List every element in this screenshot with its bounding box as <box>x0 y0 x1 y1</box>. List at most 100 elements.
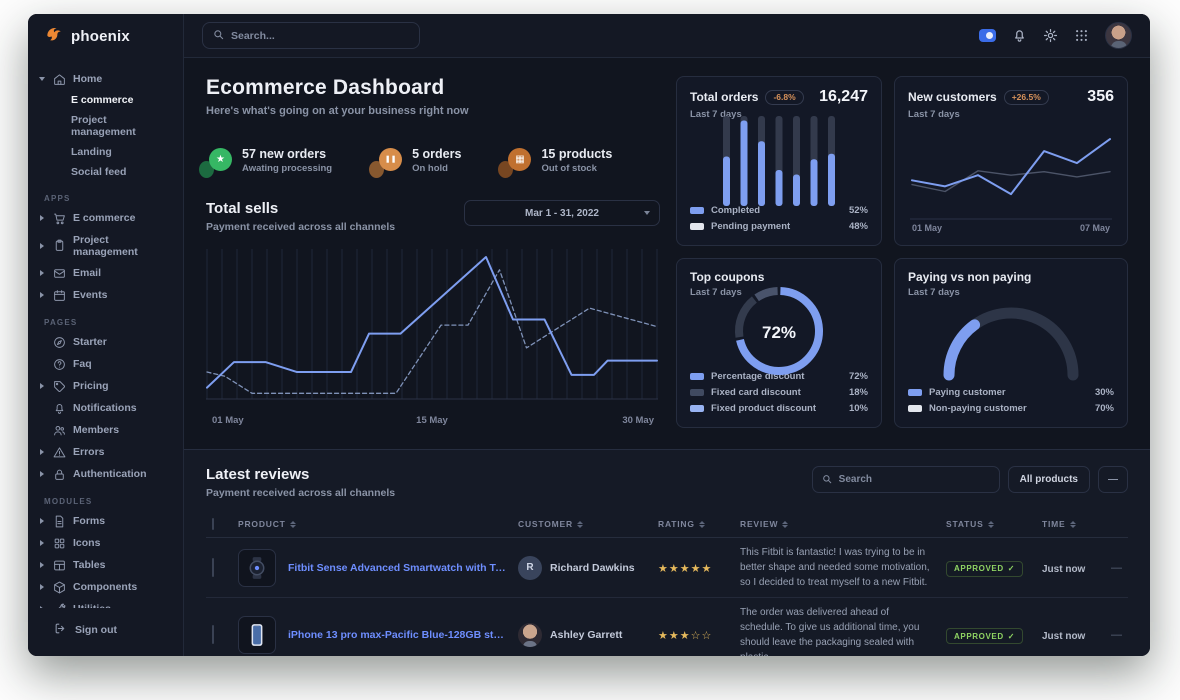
stat-sublabel: Awating processing <box>242 163 333 174</box>
rating-stars: ★★★☆☆ <box>658 630 713 642</box>
dashboard-left-column: Ecommerce Dashboard Here's what's going … <box>199 76 660 431</box>
svg-text:30 May: 30 May <box>622 415 654 426</box>
reviews-search[interactable] <box>811 466 1000 493</box>
orders-legend-item: Completed 52% <box>690 202 868 218</box>
sidebar-item-icons[interactable]: Icons <box>28 532 183 554</box>
product-thumbnail[interactable] <box>238 548 276 587</box>
row-actions-button[interactable]: — <box>1104 537 1128 598</box>
sidebar: phoenix Home E commerce Project management… <box>28 14 184 656</box>
sidebar-item-faq[interactable]: Faq <box>28 353 183 375</box>
brand-logo[interactable]: phoenix <box>28 14 183 58</box>
legend-swatch <box>908 388 922 396</box>
sidebar-item-tables[interactable]: Tables <box>28 554 183 576</box>
sidebar-item-notifications[interactable]: Notifications <box>28 397 183 419</box>
caret-right-icon <box>38 584 46 590</box>
column-header-customer[interactable]: CUSTOMER <box>512 511 653 538</box>
sidebar-nav: Home E commerce Project management Landing S… <box>28 58 183 608</box>
legend-value: 18% <box>848 386 868 398</box>
customer-cell: Ashley Garrett <box>518 623 646 647</box>
product-link[interactable]: iPhone 13 pro max-Pacific Blue-128GB sto… <box>288 629 507 641</box>
search-icon <box>213 27 224 45</box>
legend-label: Completed <box>711 204 761 216</box>
row-checkbox[interactable] <box>212 557 214 577</box>
users-icon <box>53 424 66 437</box>
sidebar-item-authentication[interactable]: Authentication <box>28 463 183 485</box>
apps-grid-icon[interactable] <box>1074 28 1089 43</box>
sidebar-subitem-landing[interactable]: Landing <box>71 146 112 158</box>
settings-gear-icon[interactable] <box>1043 28 1058 43</box>
global-search[interactable] <box>202 22 420 49</box>
sidebar-item-forms[interactable]: Forms <box>28 510 183 532</box>
nav-group-label: PAGES <box>44 318 78 327</box>
sidebar-item-label: Forms <box>73 515 106 527</box>
sidebar-item-events[interactable]: Events <box>28 284 183 306</box>
stat-label: 57 new orders <box>242 147 327 161</box>
sidebar-subitem-project-management[interactable]: Project management <box>71 114 136 138</box>
sidebar-item-home[interactable]: Home <box>28 68 183 90</box>
envelope-icon <box>53 267 66 280</box>
sort-icon <box>576 521 583 529</box>
sidebar-item-signout[interactable]: Sign out <box>28 608 183 656</box>
phoenix-logo-icon <box>44 24 64 49</box>
select-all-checkbox[interactable] <box>212 518 214 530</box>
sidebar-item-starter[interactable]: Starter <box>28 331 183 353</box>
more-options-button[interactable]: — <box>1098 466 1128 493</box>
legend-label: Paying customer <box>929 386 1006 398</box>
reviews-search-input[interactable] <box>838 474 990 485</box>
svg-text:01 May: 01 May <box>912 223 942 233</box>
global-search-input[interactable] <box>231 29 409 42</box>
product-thumbnail[interactable] <box>238 616 276 654</box>
sidebar-item-members[interactable]: Members <box>28 419 183 441</box>
sidebar-item-project-management[interactable]: Project management <box>28 229 183 262</box>
sidebar-item-label: Notifications <box>73 402 137 414</box>
card-period: Last 7 days <box>908 109 960 120</box>
topbar <box>184 14 1150 58</box>
legend-swatch <box>690 206 704 214</box>
column-header-product[interactable]: PRODUCT <box>232 511 513 538</box>
sidebar-item-errors[interactable]: Errors <box>28 441 183 463</box>
paying-legend-item: Non-paying customer 70% <box>908 400 1114 416</box>
sort-icon <box>289 521 296 529</box>
row-checkbox[interactable] <box>212 625 214 644</box>
column-header-status[interactable]: STATUS <box>940 511 1036 538</box>
column-header-review[interactable]: REVIEW <box>734 511 940 538</box>
sidebar-item-label: Home <box>73 73 103 85</box>
paying-legend-item: Paying customer 30% <box>908 384 1114 400</box>
total-orders-legend: Completed 52% Pending payment 48% <box>690 202 868 234</box>
legend-label: Non-paying customer <box>929 402 1027 414</box>
sidebar-subitem-e-commerce[interactable]: E commerce <box>71 94 134 106</box>
notifications-bell-icon[interactable] <box>1012 28 1027 43</box>
legend-swatch <box>690 388 704 396</box>
stat-sublabel: Out of stock <box>541 163 597 174</box>
sidebar-item-pricing[interactable]: Pricing <box>28 375 183 397</box>
sidebar-subitem-social-feed[interactable]: Social feed <box>71 166 127 178</box>
sidebar-item-utilities[interactable]: Utilities <box>28 598 183 608</box>
caret-right-icon <box>38 471 46 477</box>
product-link[interactable]: Fitbit Sense Advanced Smartwatch with To… <box>288 561 506 574</box>
lock-icon <box>53 468 66 481</box>
svg-text:15 May: 15 May <box>416 415 448 426</box>
topbar-actions <box>979 22 1132 49</box>
sidebar-item-label: Errors <box>73 446 105 458</box>
theme-toggle[interactable] <box>979 29 996 42</box>
reviews-title: Latest reviews <box>206 466 310 483</box>
date-range-select[interactable]: Mar 1 - 31, 2022 <box>464 200 660 226</box>
all-products-button[interactable]: All products <box>1007 466 1090 493</box>
sidebar-item-email[interactable]: Email <box>28 262 183 284</box>
customer-name: Richard Dawkins <box>550 561 635 574</box>
row-actions-button[interactable]: — <box>1104 597 1128 656</box>
legend-label: Percentage discount <box>711 370 805 382</box>
sidebar-item-e-commerce[interactable]: E commerce <box>28 207 183 229</box>
column-header-time[interactable]: TIME <box>1036 511 1104 538</box>
search-icon <box>822 471 832 489</box>
legend-label: Pending payment <box>711 220 791 232</box>
review-time: Just now <box>1042 563 1086 575</box>
review-text: The order was delivered ahead of schedul… <box>740 607 920 656</box>
user-avatar[interactable] <box>1105 22 1132 49</box>
date-range-value: Mar 1 - 31, 2022 <box>525 207 599 219</box>
total-sells-subtitle: Payment received across all channels <box>206 221 396 233</box>
sidebar-item-components[interactable]: Components <box>28 576 183 598</box>
column-header-rating[interactable]: RATING <box>652 511 735 538</box>
reviews-toolbar: All products — <box>811 466 1128 493</box>
file-icon <box>53 515 66 528</box>
